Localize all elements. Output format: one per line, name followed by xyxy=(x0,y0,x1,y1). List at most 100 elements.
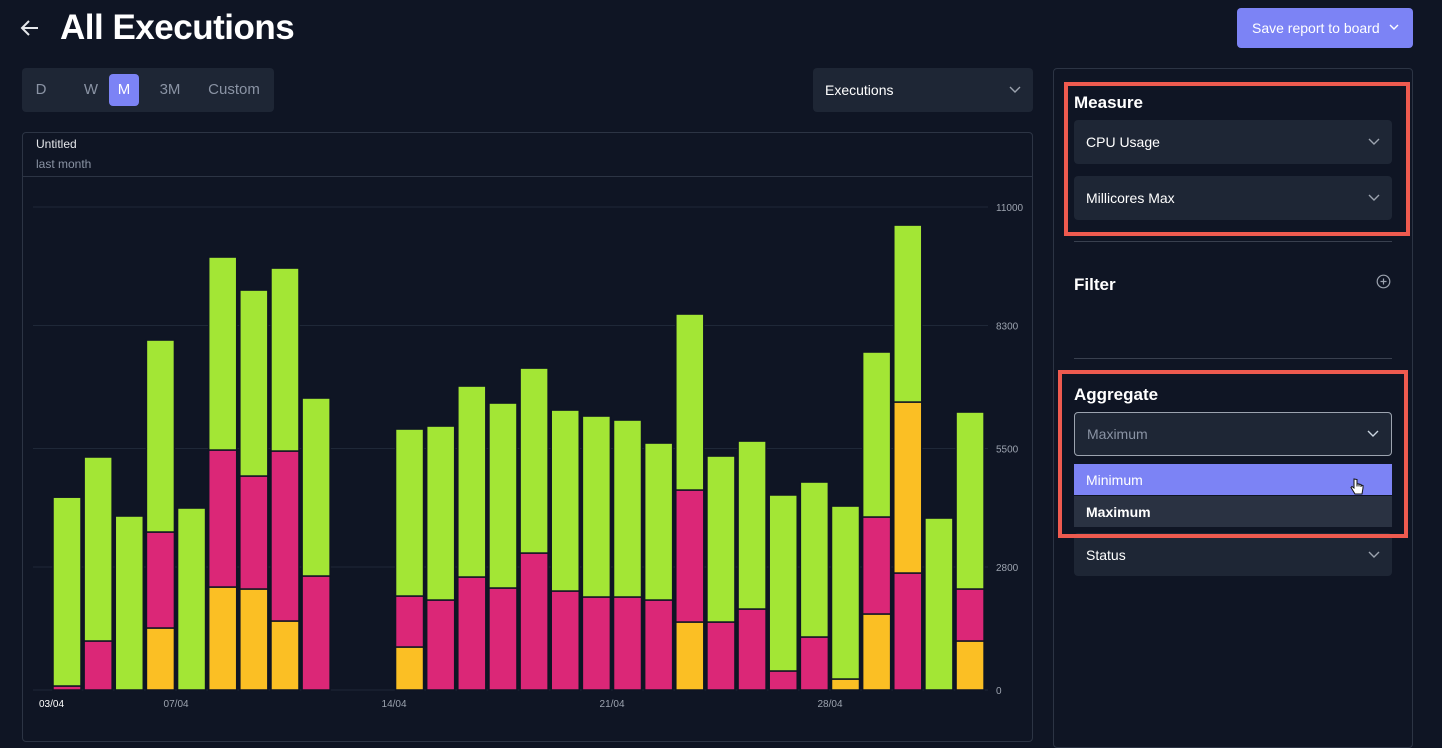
bar-segment xyxy=(893,224,923,403)
range-tab[interactable]: W xyxy=(83,81,99,98)
highlight-box xyxy=(1064,82,1410,236)
bar-segment xyxy=(612,596,643,691)
aggregate-option[interactable]: Maximum xyxy=(1074,496,1392,527)
aggregate-select[interactable]: Maximum xyxy=(1074,412,1392,456)
bar-segment xyxy=(239,289,269,477)
bar-segment xyxy=(270,450,300,622)
bar-segment xyxy=(488,402,518,589)
select-value: Maximum xyxy=(1087,426,1148,442)
bar-segment xyxy=(207,449,238,588)
bar-segment xyxy=(114,515,145,691)
range-tab[interactable]: Custom xyxy=(208,81,260,98)
measure-heading: Measure xyxy=(1074,93,1143,112)
bar-segment xyxy=(861,516,892,615)
bar-segment xyxy=(737,440,767,610)
range-tab[interactable]: 3M xyxy=(159,81,181,98)
bar-segment xyxy=(893,572,923,691)
aggregate-option[interactable]: Minimum xyxy=(1074,464,1392,495)
bar-segment xyxy=(737,608,767,691)
bar-segment xyxy=(145,531,176,629)
app: {"header": {"title": "All Executions", "… xyxy=(18,8,1413,748)
bar-segment xyxy=(893,401,923,574)
x-tick-label: 14/04 xyxy=(382,699,407,710)
bar-segment xyxy=(675,621,705,691)
y-tick-label: 2800 xyxy=(996,563,1019,574)
bar-segment xyxy=(830,678,861,691)
range-tab[interactable]: M xyxy=(109,74,139,106)
bar-segment xyxy=(861,351,892,518)
bar-segment xyxy=(176,507,207,691)
bar-segment xyxy=(550,409,580,592)
bar-segment xyxy=(425,599,456,691)
bar-segment xyxy=(83,640,113,691)
bar-segment xyxy=(706,621,736,691)
bar-segment xyxy=(675,313,705,491)
bar-segment xyxy=(301,397,331,577)
range-tab[interactable]: D xyxy=(35,81,47,98)
bar-segment xyxy=(768,494,798,672)
save-button-label: Save report to board xyxy=(1252,20,1380,36)
card-divider xyxy=(23,176,1032,177)
select-value: Status xyxy=(1086,546,1126,563)
x-tick-label: 07/04 xyxy=(164,699,189,710)
metric-select-value: Executions xyxy=(825,82,894,98)
bar-segment xyxy=(270,620,300,691)
bar-segment xyxy=(643,442,674,601)
bar-segment xyxy=(768,670,798,691)
range-tabs: D W M 3M Custom xyxy=(22,68,274,112)
bar-segment xyxy=(239,588,269,691)
bar-segment xyxy=(924,517,954,691)
x-tick-label: 28/04 xyxy=(818,699,843,710)
group-select[interactable]: Status xyxy=(1074,533,1392,576)
chart: 0 2800 5500 8300 11000 03/04 07/04 14/04 21/04 28… xyxy=(33,203,1024,710)
save-button[interactable]: Save report to board xyxy=(1237,8,1413,48)
bar-segment xyxy=(581,415,612,598)
cursor xyxy=(1350,478,1364,495)
chart-title: Untitled xyxy=(36,137,77,151)
bar-segment xyxy=(550,590,580,691)
page: All Executions html, body { margin: 0; p… xyxy=(18,8,1413,748)
bar-segment xyxy=(488,587,518,691)
divider xyxy=(1074,358,1392,359)
bar-segment xyxy=(457,576,487,691)
bar-segment xyxy=(207,586,238,691)
bar-segment xyxy=(394,646,425,691)
metric-select[interactable]: Executions xyxy=(813,68,1033,112)
bar-segment xyxy=(955,588,985,642)
bar-segment xyxy=(581,596,612,691)
back-arrow[interactable] xyxy=(18,18,42,38)
y-tick-label: 8300 xyxy=(996,322,1019,333)
bar-segment xyxy=(394,428,425,597)
filter-heading: Filter xyxy=(1074,275,1116,294)
measure-select[interactable]: Millicores Max xyxy=(1074,176,1392,220)
x-tick-label: 21/04 xyxy=(600,699,625,710)
add-filter-icon[interactable] xyxy=(1376,274,1391,289)
bar-segment xyxy=(830,505,861,680)
select-value: Millicores Max xyxy=(1086,190,1175,206)
bar-segment xyxy=(643,599,674,691)
x-tick-label: 03/04 xyxy=(39,699,64,710)
y-tick-label: 5500 xyxy=(996,445,1019,456)
bar-segment xyxy=(83,456,113,642)
page-title: All Executions xyxy=(60,8,295,47)
bar-segment xyxy=(207,256,238,451)
y-tick-label: 0 xyxy=(996,686,1002,697)
bar-segment xyxy=(457,385,487,578)
bar-segment xyxy=(799,481,830,638)
bar-segment xyxy=(239,475,269,590)
chart-subtitle: last month xyxy=(36,157,92,171)
bar-segment xyxy=(799,636,830,691)
y-tick-label: 11000 xyxy=(996,203,1024,214)
divider xyxy=(1074,241,1392,242)
select-value: CPU Usage xyxy=(1086,134,1160,150)
bar-segment xyxy=(675,489,705,623)
bar-segment xyxy=(425,425,456,601)
highlight-box xyxy=(1058,370,1408,538)
bar-segment xyxy=(145,339,176,533)
measure-select[interactable]: CPU Usage xyxy=(1074,120,1392,164)
bar-segment xyxy=(394,595,425,648)
aggregate-heading: Aggregate xyxy=(1074,385,1159,404)
bar-segment xyxy=(519,367,549,554)
bar-segment xyxy=(706,455,736,623)
bar-segment xyxy=(519,552,549,691)
